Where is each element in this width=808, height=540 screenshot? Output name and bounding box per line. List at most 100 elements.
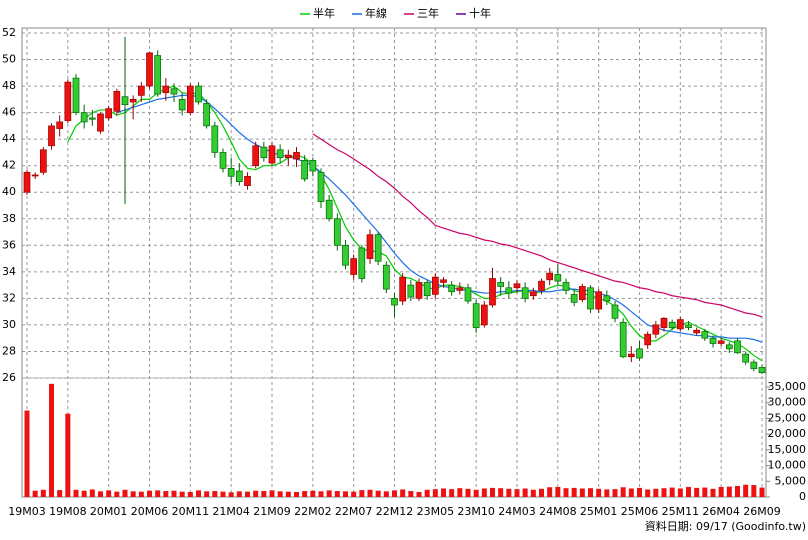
candle-body [578, 286, 586, 301]
candle-body [717, 340, 725, 344]
volume-bar [245, 491, 250, 497]
candle-body [80, 112, 88, 123]
y-tick-label: 46 [2, 106, 16, 119]
volume-bar [637, 487, 642, 497]
volume-bar [236, 491, 242, 497]
volume-bar [628, 488, 634, 497]
candle-body [570, 294, 578, 303]
candle-body [619, 321, 627, 358]
candle-body [211, 125, 219, 153]
volume-bar [285, 491, 291, 497]
volume-tick-label: 20,000 [768, 427, 807, 440]
volume-bar [408, 491, 414, 497]
candle-body [391, 298, 398, 306]
candle-body [554, 274, 562, 282]
candle-body [374, 234, 382, 262]
volume-bar [620, 487, 626, 497]
volume-bar [735, 486, 740, 497]
volume-tick-label: 15,000 [768, 443, 807, 456]
candle-body [301, 160, 309, 180]
candle-body [431, 276, 439, 295]
y-tick-label: 30 [2, 318, 16, 331]
volume-bar [759, 487, 765, 497]
y-tick-label: 28 [2, 344, 16, 357]
x-tick-label: 26M09 [743, 505, 781, 518]
candle-body [538, 280, 545, 291]
candle-body [480, 304, 488, 326]
volume-bar [604, 489, 610, 497]
candle-body [676, 319, 684, 330]
candle-body [497, 282, 505, 287]
y-tick-label: 50 [2, 53, 16, 66]
volume-bar [40, 489, 46, 497]
candle-body [252, 145, 260, 167]
volume-bar [432, 489, 438, 497]
candle-body [105, 108, 113, 119]
candle-body [358, 247, 366, 279]
x-tick-label: 20M11 [172, 505, 210, 518]
candle-body [284, 154, 292, 159]
volume-bar [726, 486, 732, 497]
candle-body [113, 91, 121, 112]
candle-body [31, 174, 39, 177]
volume-bar [563, 488, 569, 497]
candle-body [64, 81, 72, 121]
x-tick-label: 19M03 [8, 505, 46, 518]
candle-body [546, 272, 554, 281]
volume-bar [147, 490, 152, 497]
candle-body [725, 344, 733, 350]
x-tick-label: 21M04 [212, 505, 250, 518]
y-tick-label: 42 [2, 159, 16, 172]
volume-bar [506, 488, 512, 497]
volume-bar [465, 488, 471, 497]
candle-body [529, 291, 537, 297]
x-tick-label: 19M08 [49, 505, 87, 518]
volume-bar [424, 489, 430, 497]
volume-bar [702, 487, 708, 497]
candle-body [750, 361, 758, 370]
candle-body [293, 152, 300, 160]
x-tick-label: 24M08 [539, 505, 577, 518]
x-tick-label: 26M04 [702, 505, 740, 518]
volume-bar [57, 490, 63, 497]
candle-body [701, 331, 709, 339]
volume-bar [571, 487, 577, 497]
candle-body [178, 98, 186, 111]
y-tick-label: 40 [2, 185, 16, 198]
x-tick-label: 25M01 [580, 505, 618, 518]
volume-bar [522, 488, 528, 497]
volume-bar [677, 488, 683, 497]
volume-bar [490, 487, 495, 497]
volume-tick-label: 30,000 [768, 396, 807, 409]
candle-body [407, 284, 415, 298]
volume-bar [318, 491, 324, 497]
candle-body [366, 234, 374, 259]
volume-bar [530, 489, 536, 497]
legend-label: 半年 [313, 6, 335, 20]
volume-bar [661, 488, 667, 497]
volume-bar [416, 491, 422, 497]
candle-body [97, 113, 104, 132]
candle-body [162, 85, 170, 94]
candle-body [587, 287, 594, 310]
source-note: 資料日期: 09/17 (Goodinfo.tw) [645, 519, 806, 533]
x-tick-label: 25M06 [621, 505, 659, 518]
volume-bar [228, 492, 234, 497]
volume-bar [359, 490, 365, 497]
candle-body [489, 278, 496, 306]
volume-bar [334, 491, 340, 497]
candle-body [227, 167, 235, 177]
candle-body [709, 337, 717, 344]
candle-body [317, 171, 325, 202]
candle-body [448, 284, 456, 293]
candle-body [333, 218, 341, 246]
volume-bar [441, 488, 446, 497]
candle-body [399, 276, 407, 302]
volume-bar [751, 485, 757, 497]
candle-body [48, 125, 55, 147]
volume-tick-label: 25,000 [768, 411, 807, 424]
x-tick-label: 25M11 [662, 505, 700, 518]
legend-label: 三年 [417, 6, 439, 20]
x-tick-label: 23M10 [457, 505, 495, 518]
